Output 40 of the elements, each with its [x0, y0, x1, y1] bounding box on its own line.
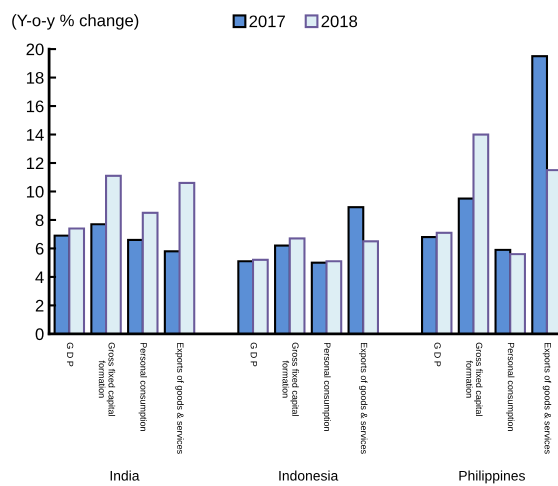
text: India	[110, 470, 140, 481]
x-tick-label: Gross fixed capital formation	[98, 342, 116, 416]
legend-label: 2017	[250, 15, 285, 28]
x-tick-label: Exports of goods & services	[542, 342, 552, 454]
y-tick-label: 4	[35, 271, 44, 283]
y-tick-label: 16	[26, 100, 44, 112]
bar	[178, 182, 196, 334]
bar	[362, 240, 379, 334]
bar	[68, 227, 86, 334]
text: Philippines	[459, 470, 525, 484]
x-tick-label: Gross fixed capital formation	[282, 342, 299, 416]
bar	[105, 174, 122, 334]
legend-label: 2018	[322, 15, 358, 28]
y-tick-label: 20	[26, 43, 44, 56]
bar	[436, 232, 452, 334]
x-tick-label: Personal consumption	[322, 342, 331, 431]
y-tick-label: 12	[26, 157, 44, 170]
bar	[288, 237, 306, 334]
x-tick-label: Personal consumption	[138, 342, 148, 431]
x-tick-label: Exports of goods & services	[175, 342, 184, 454]
y-tick-label: 14	[26, 129, 44, 141]
y-tick-label: 6	[36, 242, 44, 255]
x-tick-label: Exports of goods & services	[359, 342, 368, 454]
x-tick-label: Gross fixed capital formation	[466, 342, 483, 416]
x-tick-label: G D P	[434, 342, 441, 366]
bar	[472, 133, 490, 334]
y-tick-label: 8	[36, 214, 44, 226]
x-tick-label: G D P	[250, 342, 257, 366]
x-tick-label: G D P	[66, 342, 74, 366]
bar	[325, 260, 342, 334]
y-axis-title: (Y-o-y % change)	[12, 14, 138, 30]
bar	[509, 253, 526, 334]
x-tick-label: Personal consumption	[506, 342, 514, 431]
y-tick-label: 18	[26, 72, 44, 84]
text: Indonesia	[279, 470, 338, 481]
bar	[142, 212, 159, 334]
bar	[252, 258, 269, 334]
y-tick-label: 2	[36, 300, 44, 312]
y-tick-label: 0	[36, 328, 44, 340]
y-tick-label: 10	[26, 186, 44, 198]
